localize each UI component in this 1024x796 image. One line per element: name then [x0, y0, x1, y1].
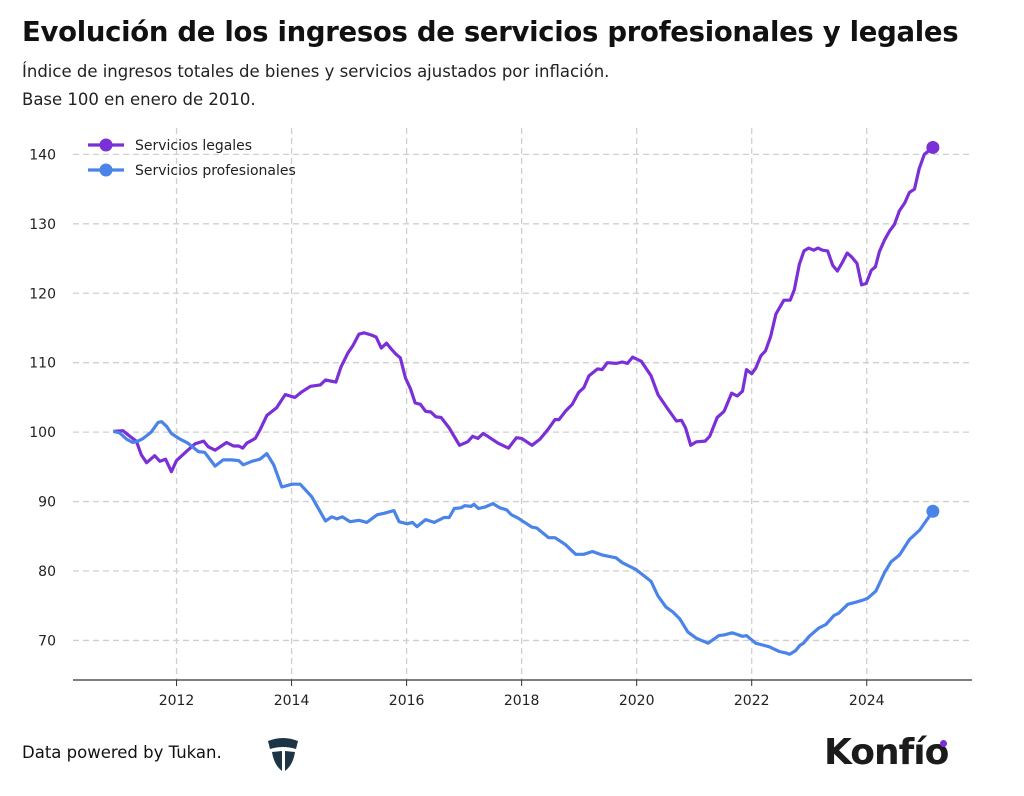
chart-subtitle-line-2: Base 100 en enero de 2010.: [22, 90, 256, 109]
y-tick-label: 130: [29, 217, 56, 233]
legend-label-0: Servicios legales: [135, 138, 252, 154]
series-end-marker-1: [926, 504, 940, 518]
chart-title: Evolución de los ingresos de servicios p…: [22, 16, 959, 48]
konfio-logo: Konfío: [824, 732, 949, 773]
data-credit: Data powered by Tukan.: [22, 743, 222, 762]
x-tick-label: 2012: [159, 693, 195, 709]
x-tick-label: 2020: [619, 693, 655, 709]
x-tick-label: 2016: [389, 693, 425, 709]
x-tick-label: 2024: [849, 693, 885, 709]
x-tick-label: 2022: [734, 693, 770, 709]
y-tick-label: 80: [38, 564, 56, 580]
legend-marker-0: [99, 138, 113, 152]
series-line-1: [112, 420, 935, 656]
konfio-logo-dot: [940, 740, 947, 747]
legend-label-1: Servicios profesionales: [135, 163, 296, 179]
legend-marker-1: [99, 163, 113, 177]
grid: [73, 128, 972, 680]
chart-subtitle-line-1: Índice de ingresos totales de bienes y s…: [22, 62, 610, 81]
x-tick-label: 2018: [504, 693, 540, 709]
y-tick-label: 70: [38, 633, 56, 649]
series-layer: [112, 140, 940, 656]
x-tick-label: 2014: [274, 693, 310, 709]
y-tick-label: 100: [29, 425, 56, 441]
y-tick-label: 140: [29, 147, 56, 163]
y-tick-label: 110: [29, 356, 56, 372]
tukan-logo: [268, 738, 298, 771]
series-line-0: [113, 146, 934, 474]
y-tick-label: 90: [38, 495, 56, 511]
legend: Servicios legales Servicios profesionales: [88, 138, 296, 179]
y-tick-label: 120: [29, 286, 56, 302]
axes: 70 80 90 100 110 120 130 140 2012 2014 2016 2018 202…: [29, 147, 972, 709]
series-end-marker-0: [926, 140, 940, 154]
